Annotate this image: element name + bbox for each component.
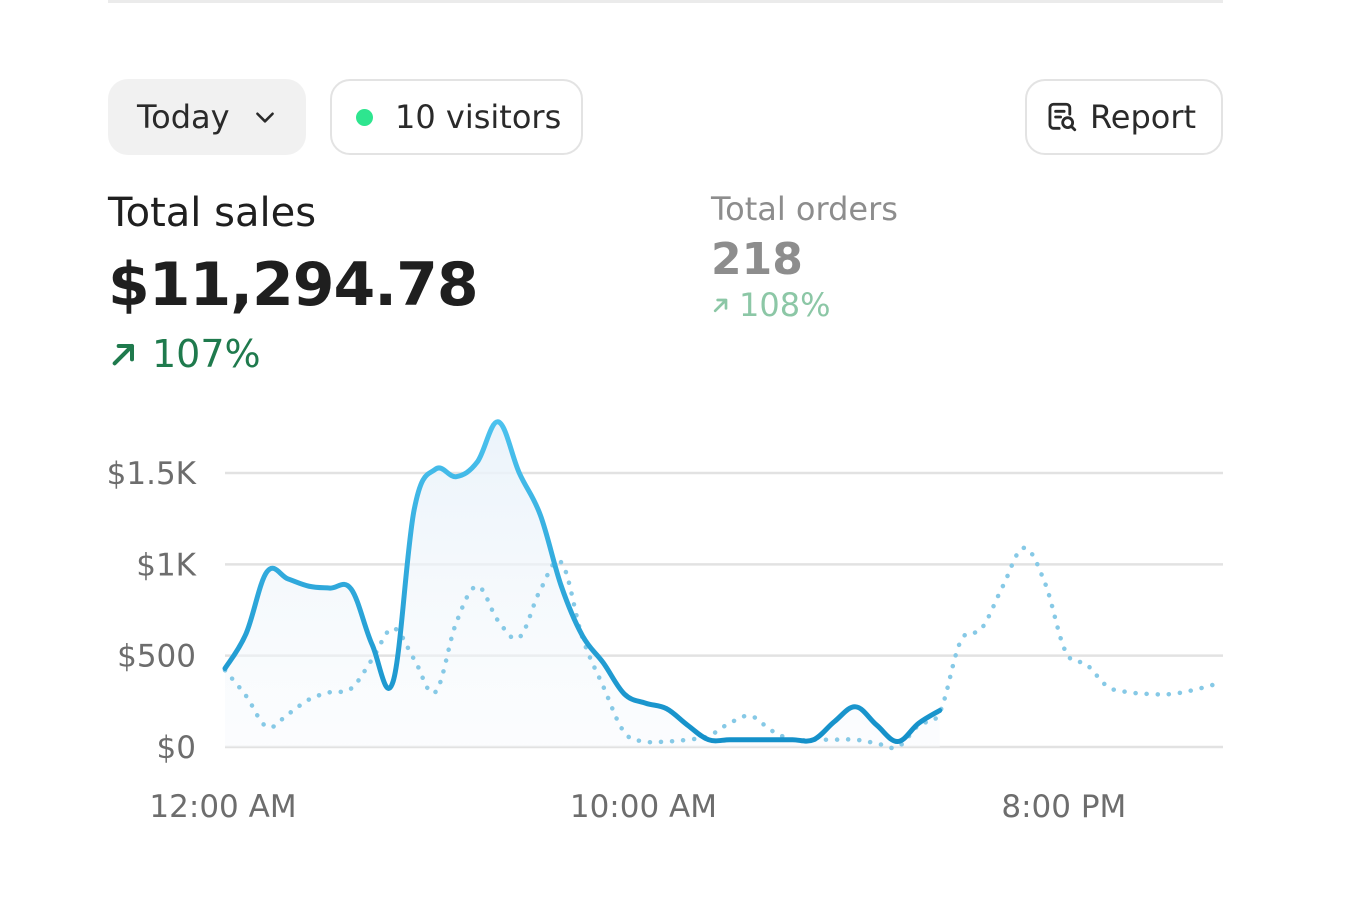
total-orders-value: 218: [711, 234, 803, 285]
y-tick-label: $500: [117, 639, 196, 675]
y-tick-label: $1K: [136, 547, 196, 583]
x-tick-label: 12:00 AM: [149, 789, 296, 825]
total-sales-change: 107%: [108, 332, 261, 376]
total-orders-tab[interactable]: Total orders: [711, 190, 898, 228]
top-divider: [108, 0, 1223, 3]
y-tick-label: $1.5K: [107, 456, 197, 492]
visitors-label: 10 visitors: [395, 98, 562, 136]
total-sales-label: Total sales: [108, 190, 317, 236]
arrow-up-right-icon: [713, 298, 728, 313]
arrow-up-right-icon: [112, 344, 134, 366]
report-search-icon: [1048, 102, 1077, 132]
total-orders-change: 108%: [711, 286, 830, 324]
report-button[interactable]: Report: [1025, 79, 1223, 155]
sales-series-area: [225, 421, 940, 747]
live-status-dot: [356, 108, 373, 126]
total-orders-change-value: 108%: [739, 286, 831, 324]
y-tick-label: $0: [157, 730, 196, 766]
total-sales-value: $11,294.78: [108, 250, 479, 320]
date-range-dropdown[interactable]: Today: [108, 79, 306, 155]
chevron-down-icon: [255, 112, 274, 123]
sales-series-line: [222, 419, 943, 745]
date-range-label: Today: [137, 98, 230, 136]
x-tick-label: 10:00 AM: [570, 789, 717, 825]
live-visitors-button[interactable]: 10 visitors: [330, 79, 583, 155]
report-label: Report: [1090, 98, 1197, 136]
x-tick-label: 8:00 PM: [1001, 789, 1126, 825]
total-sales-change-value: 107%: [152, 332, 261, 376]
